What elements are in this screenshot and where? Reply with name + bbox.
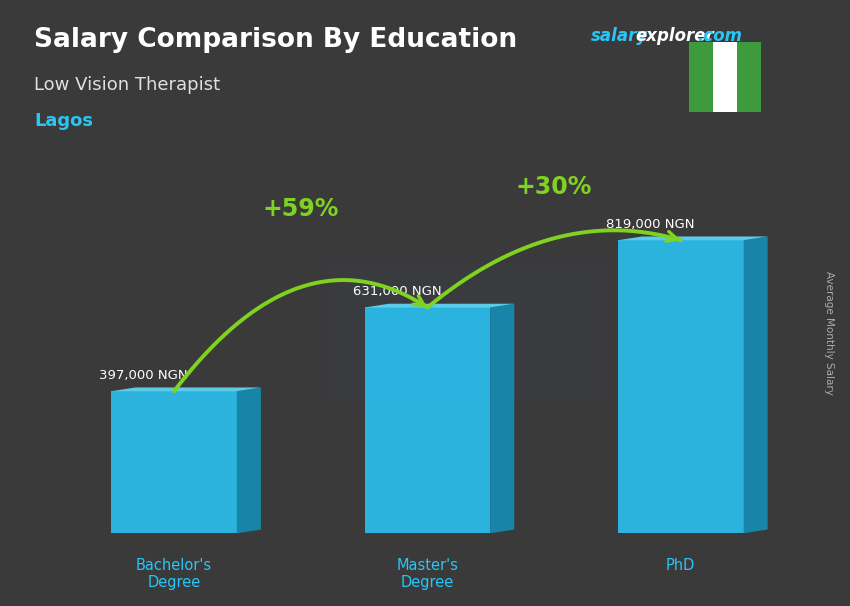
Text: salary: salary (591, 27, 648, 45)
Text: 819,000 NGN: 819,000 NGN (606, 218, 694, 231)
Text: .com: .com (697, 27, 742, 45)
Bar (225, 191, 710, 476)
Polygon shape (618, 240, 744, 533)
Polygon shape (365, 307, 490, 533)
Bar (234, 197, 701, 470)
Bar (246, 206, 688, 461)
Bar (332, 267, 604, 400)
Bar (259, 215, 676, 451)
Bar (204, 176, 731, 491)
Bar (323, 261, 612, 406)
Bar (230, 194, 706, 473)
Polygon shape (111, 387, 261, 391)
Bar (336, 270, 599, 397)
Bar (174, 155, 761, 512)
Bar (264, 218, 672, 448)
Bar (293, 239, 642, 427)
Bar (200, 173, 735, 494)
Bar (187, 164, 748, 503)
Bar (221, 188, 714, 479)
Bar (314, 255, 620, 412)
Polygon shape (744, 236, 768, 533)
Bar (289, 236, 646, 430)
Bar (280, 230, 654, 436)
Polygon shape (237, 387, 261, 533)
Bar (208, 179, 727, 488)
Bar (255, 212, 680, 454)
Bar (319, 258, 616, 409)
Bar (285, 233, 650, 433)
Text: explorer: explorer (636, 27, 715, 45)
Polygon shape (490, 304, 514, 533)
Bar (272, 224, 663, 442)
Bar (196, 170, 740, 497)
Bar (276, 227, 659, 439)
Bar (737, 42, 761, 112)
Bar (217, 185, 718, 482)
Bar (170, 152, 765, 515)
Text: Low Vision Therapist: Low Vision Therapist (34, 76, 220, 94)
Bar (298, 242, 638, 424)
Bar (212, 182, 722, 485)
Text: Bachelor's
Degree: Bachelor's Degree (136, 558, 212, 590)
Bar (688, 42, 712, 112)
Text: PhD: PhD (666, 558, 695, 573)
Text: Average Monthly Salary: Average Monthly Salary (824, 271, 834, 395)
Bar (302, 245, 633, 421)
Bar (191, 167, 744, 500)
Text: +59%: +59% (263, 197, 339, 221)
Text: +30%: +30% (516, 175, 592, 199)
Polygon shape (111, 391, 237, 533)
Polygon shape (618, 236, 768, 240)
Text: 631,000 NGN: 631,000 NGN (353, 285, 441, 298)
Bar (178, 158, 756, 509)
Bar (242, 203, 693, 464)
Bar (238, 200, 697, 467)
Bar (306, 248, 629, 418)
Bar (712, 42, 737, 112)
Bar (327, 264, 608, 403)
Bar (183, 161, 752, 506)
Text: Lagos: Lagos (34, 112, 93, 130)
Text: Master's
Degree: Master's Degree (396, 558, 458, 590)
Bar (251, 209, 684, 458)
Text: 397,000 NGN: 397,000 NGN (99, 369, 188, 382)
Bar (310, 251, 625, 415)
Bar (268, 221, 667, 445)
Polygon shape (365, 304, 514, 307)
Text: Salary Comparison By Education: Salary Comparison By Education (34, 27, 517, 53)
